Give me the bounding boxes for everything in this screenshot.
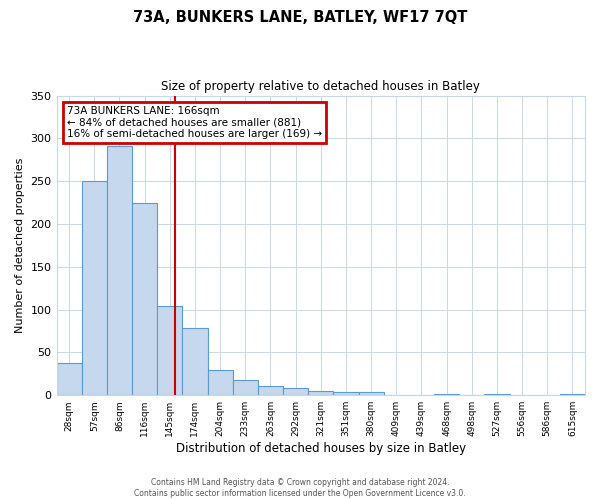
Bar [484, 394, 509, 395]
X-axis label: Distribution of detached houses by size in Batley: Distribution of detached houses by size … [176, 442, 466, 455]
Bar [56, 362, 82, 395]
Text: Contains HM Land Registry data © Crown copyright and database right 2024.
Contai: Contains HM Land Registry data © Crown c… [134, 478, 466, 498]
Bar [258, 386, 283, 395]
Bar [208, 370, 233, 395]
Bar [308, 391, 334, 395]
Bar [359, 392, 383, 395]
Bar [283, 388, 308, 395]
Bar [107, 146, 132, 395]
Text: 73A BUNKERS LANE: 166sqm
← 84% of detached houses are smaller (881)
16% of semi-: 73A BUNKERS LANE: 166sqm ← 84% of detach… [67, 106, 322, 139]
Bar [82, 181, 107, 395]
Bar [434, 394, 459, 395]
Y-axis label: Number of detached properties: Number of detached properties [15, 158, 25, 333]
Bar [233, 380, 258, 395]
Bar [182, 328, 208, 395]
Text: 73A, BUNKERS LANE, BATLEY, WF17 7QT: 73A, BUNKERS LANE, BATLEY, WF17 7QT [133, 10, 467, 25]
Bar [157, 306, 182, 395]
Title: Size of property relative to detached houses in Batley: Size of property relative to detached ho… [161, 80, 480, 93]
Bar [560, 394, 585, 395]
Bar [132, 204, 157, 395]
Bar [334, 392, 359, 395]
